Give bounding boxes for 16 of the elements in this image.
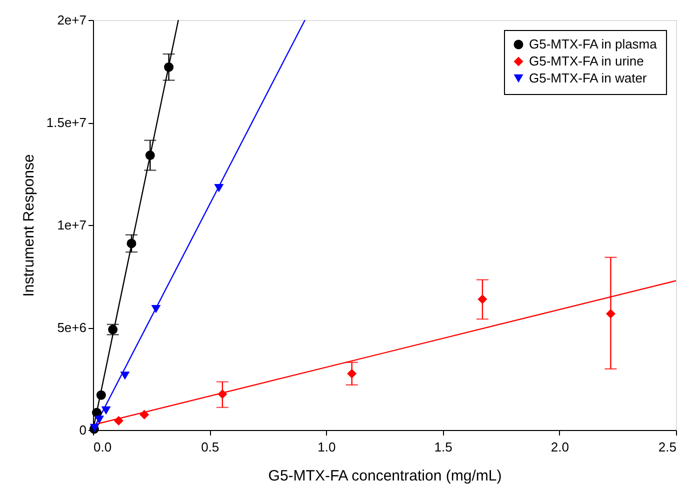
x-tick-label: 2.5 (658, 440, 676, 454)
x-tick-label: 2.0 (550, 440, 569, 454)
x-tick-label: 0.5 (201, 440, 220, 454)
y-tick-label: 2e+7 (57, 12, 86, 28)
x-tick-label: 1.5 (434, 440, 452, 454)
x-axis-title: G5-MTX-FA concentration (mg/mL) (268, 468, 502, 484)
y-axis-title: Instrument Response (20, 154, 38, 297)
legend-label: G5-MTX-FA in water (529, 70, 648, 86)
y-tick-label: 5e+6 (57, 320, 86, 335)
x-tick-label: 1.0 (318, 440, 336, 454)
y-tick-label: 1.5e+7 (46, 115, 86, 130)
y-tick-label: 0 (79, 422, 86, 438)
legend-label: G5-MTX-FA in plasma (529, 36, 658, 52)
x-tick-label: 0.0 (94, 440, 112, 454)
legend-label: G5-MTX-FA in urine (529, 54, 644, 68)
y-tick-label: 1e+7 (57, 218, 86, 232)
